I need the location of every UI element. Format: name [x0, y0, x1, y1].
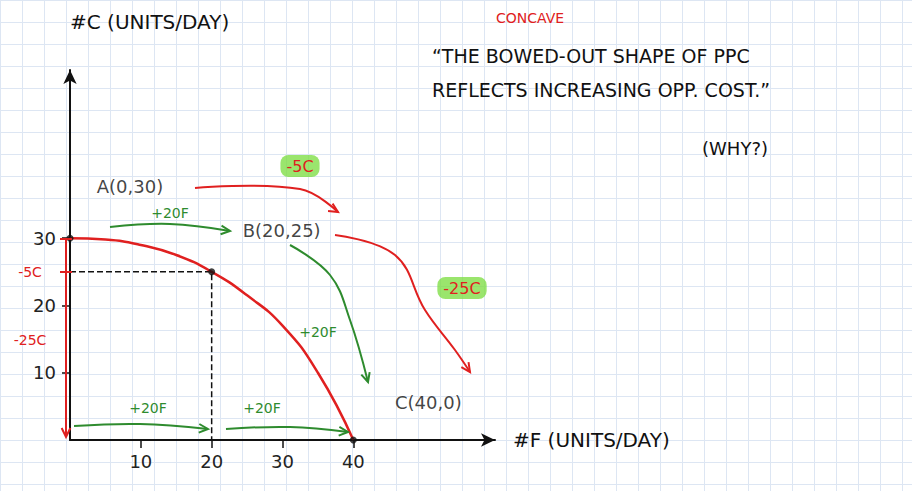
svg-text:10: 10 — [33, 362, 56, 383]
svg-text:B(20,25): B(20,25) — [243, 220, 321, 241]
svg-text:CONCAVE: CONCAVE — [496, 10, 564, 26]
svg-text:-5C: -5C — [18, 264, 42, 280]
svg-text:-5C: -5C — [286, 157, 313, 176]
svg-text:#C (UNITS/DAY): #C (UNITS/DAY) — [70, 10, 229, 34]
svg-text:+20F: +20F — [129, 400, 167, 416]
svg-text:20: 20 — [200, 451, 223, 472]
svg-text:A(0,30): A(0,30) — [97, 176, 163, 197]
svg-text:20: 20 — [33, 295, 56, 316]
svg-text:30: 30 — [271, 451, 294, 472]
svg-text:+20F: +20F — [243, 400, 281, 416]
svg-text:10: 10 — [129, 451, 152, 472]
svg-text:30: 30 — [33, 228, 56, 249]
svg-text:C(40,0): C(40,0) — [395, 392, 462, 413]
svg-text:“THE BOWED-OUT SHAPE OF PPC: “THE BOWED-OUT SHAPE OF PPC — [432, 45, 750, 67]
svg-text:40: 40 — [342, 451, 365, 472]
svg-text:-25C: -25C — [443, 279, 480, 298]
svg-text:-25C: -25C — [14, 332, 47, 348]
svg-text:+20F: +20F — [151, 205, 189, 221]
svg-text:+20F: +20F — [299, 324, 337, 340]
svg-text:#F (UNITS/DAY): #F (UNITS/DAY) — [513, 428, 670, 452]
svg-text:REFLECTS INCREASING OPP. COST.: REFLECTS INCREASING OPP. COST.” — [432, 79, 770, 101]
svg-text:(WHY?): (WHY?) — [702, 138, 768, 159]
